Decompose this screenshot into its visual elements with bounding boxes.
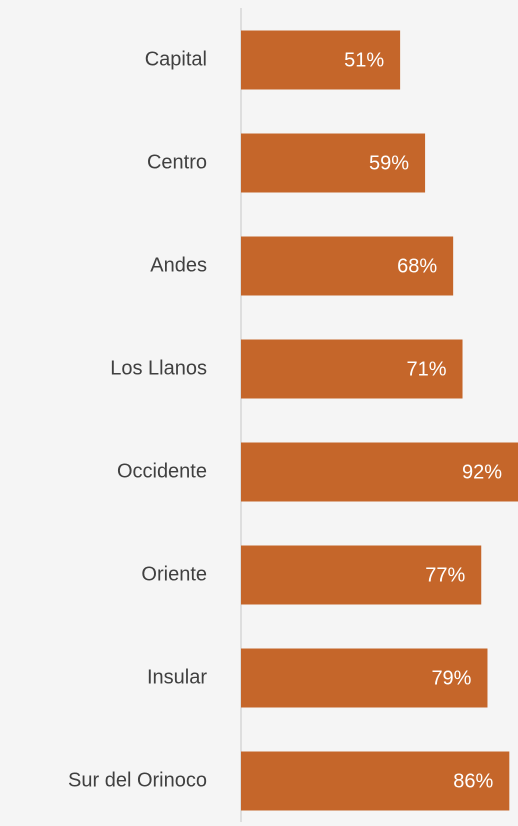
category-label: Capital — [145, 48, 207, 70]
category-label: Centro — [147, 151, 207, 173]
value-label: 68% — [397, 255, 437, 277]
value-label: 79% — [431, 667, 471, 689]
value-label: 71% — [406, 358, 446, 380]
value-label: 86% — [453, 770, 493, 792]
category-label: Occidente — [117, 460, 207, 482]
category-label: Sur del Orinoco — [68, 769, 207, 791]
bar — [241, 30, 401, 90]
value-label: 92% — [462, 461, 502, 483]
bar — [241, 442, 518, 502]
bar — [241, 648, 488, 708]
bar — [241, 133, 426, 193]
category-label: Oriente — [141, 563, 207, 585]
value-label: 51% — [344, 49, 384, 71]
category-label: Insular — [147, 666, 207, 688]
bar — [241, 236, 454, 296]
category-label: Los Llanos — [110, 357, 207, 379]
value-label: 77% — [425, 564, 465, 586]
category-label: Andes — [150, 254, 207, 276]
bar — [241, 339, 463, 399]
bar — [241, 545, 482, 605]
value-label: 59% — [369, 152, 409, 174]
bar — [241, 751, 510, 811]
